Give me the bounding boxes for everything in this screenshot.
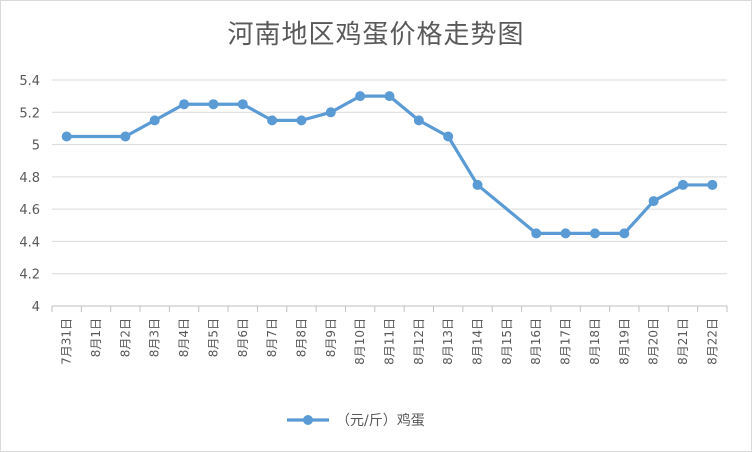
x-tick-label: 8月19日 <box>617 318 631 365</box>
x-tick-label: 7月31日 <box>60 318 74 365</box>
data-point <box>589 228 600 239</box>
y-tick-label: 4.2 <box>19 268 40 283</box>
data-point <box>384 91 395 102</box>
y-tick-label: 4.4 <box>19 235 40 250</box>
data-point <box>619 228 630 239</box>
x-tick-label: 8月7日 <box>265 318 279 357</box>
data-point <box>179 99 190 110</box>
data-point <box>149 115 160 126</box>
x-tick-label: 8月3日 <box>148 318 162 357</box>
x-tick-label: 8月6日 <box>236 318 250 357</box>
x-tick-label: 8月4日 <box>177 318 191 357</box>
x-tick-label: 8月11日 <box>383 318 397 365</box>
data-point <box>531 228 542 239</box>
legend-swatch-marker <box>303 415 313 425</box>
data-point <box>443 131 454 142</box>
x-tick-label: 8月10日 <box>353 318 367 365</box>
x-tick-label: 8月2日 <box>118 318 132 357</box>
data-point <box>413 115 424 126</box>
x-tick-label: 8月14日 <box>471 318 485 365</box>
series-layer <box>61 91 718 239</box>
y-tick-label: 5 <box>32 139 40 154</box>
x-axis <box>51 305 728 312</box>
gridlines <box>52 79 727 275</box>
data-point <box>237 99 248 110</box>
x-tick-label: 8月15日 <box>500 318 514 365</box>
chart-title: 河南地区鸡蛋价格走势图 <box>227 20 525 50</box>
y-tick-label: 4.8 <box>19 171 40 186</box>
x-tick-label: 8月18日 <box>588 318 602 365</box>
data-point <box>61 131 72 142</box>
x-tick-label: 8月20日 <box>647 318 661 365</box>
data-point <box>267 115 278 126</box>
y-tick-label: 5.4 <box>19 74 40 89</box>
x-tick-label: 8月21日 <box>676 318 690 365</box>
data-point <box>208 99 219 110</box>
data-point <box>472 179 483 190</box>
series-line <box>65 94 714 235</box>
data-point <box>707 179 718 190</box>
x-tick-label: 8月8日 <box>294 318 308 357</box>
legend-label: （元/斤）鸡蛋 <box>336 412 425 429</box>
data-point <box>296 115 307 126</box>
x-tick-label: 8月22日 <box>705 318 719 365</box>
y-tick-label: 4.6 <box>19 203 40 218</box>
y-axis-ticks: 4 4.2 4.4 4.6 4.8 5 5.2 5.4 <box>19 74 40 315</box>
y-tick-label: 4 <box>32 300 40 315</box>
x-tick-label: 8月12日 <box>412 318 426 365</box>
data-point <box>120 131 131 142</box>
data-point <box>355 91 366 102</box>
x-tick-label: 8月16日 <box>529 318 543 365</box>
x-tick-label: 8月17日 <box>559 318 573 365</box>
x-tick-label: 8月9日 <box>324 318 338 357</box>
data-point <box>560 228 571 239</box>
data-point <box>677 179 688 190</box>
legend: （元/斤）鸡蛋 <box>287 412 425 429</box>
x-tick-label: 8月1日 <box>89 318 103 357</box>
x-tick-label: 8月5日 <box>206 318 220 357</box>
x-tick-label: 8月13日 <box>441 318 455 365</box>
y-tick-label: 5.2 <box>19 106 40 121</box>
data-point <box>325 107 336 118</box>
data-point <box>648 196 659 207</box>
x-axis-ticks: 7月31日 8月1日 8月2日 8月3日 8月4日 8月5日 8月6日 8月7日 8月8日 8月9… <box>60 318 720 365</box>
